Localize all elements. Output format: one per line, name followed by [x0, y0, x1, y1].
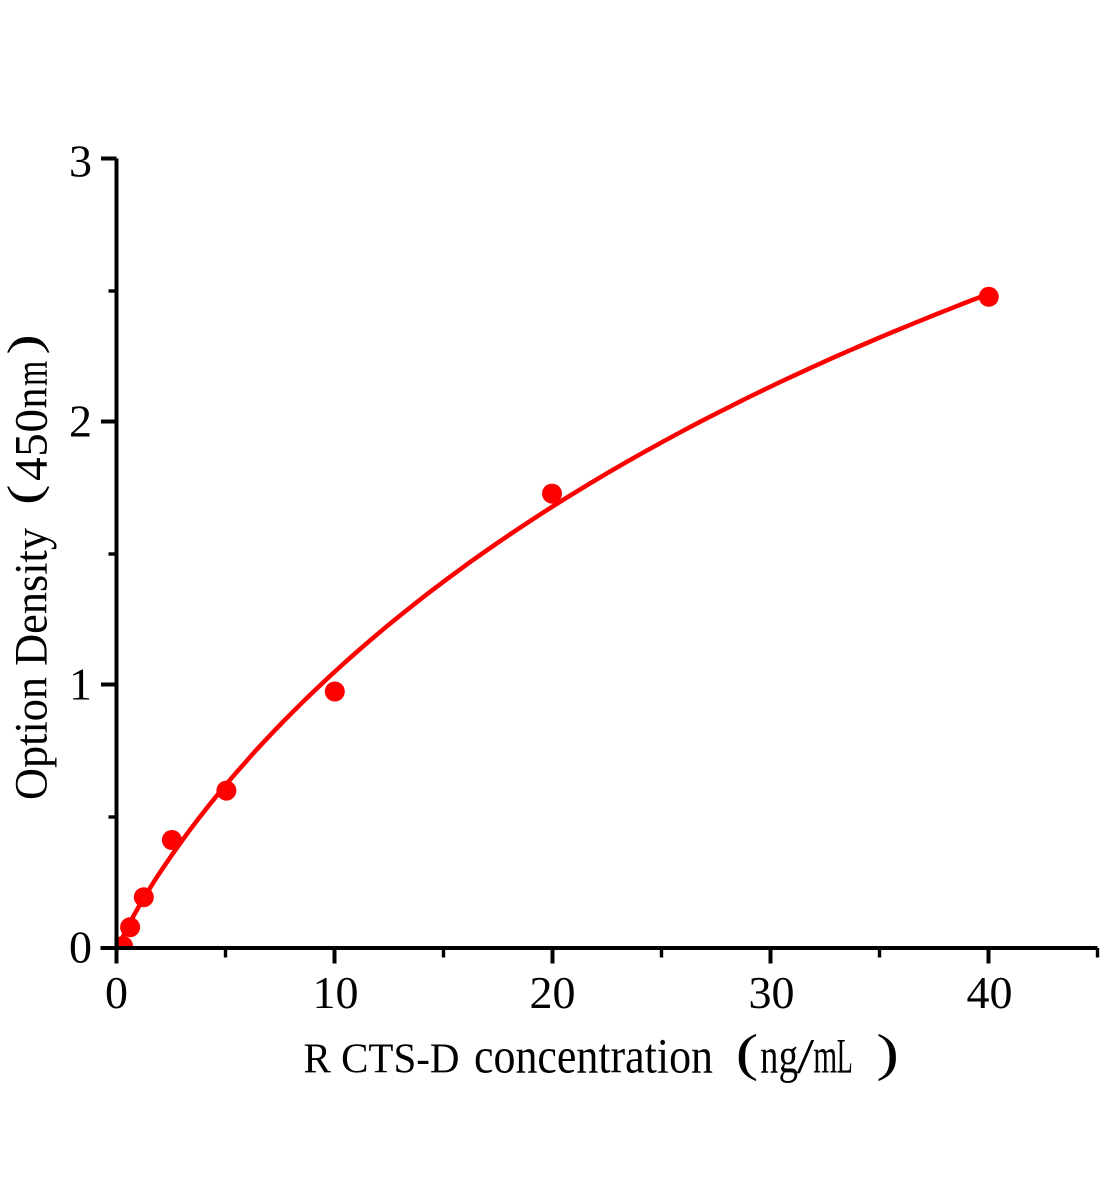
svg-text:20: 20 — [530, 967, 576, 1018]
svg-text:40: 40 — [967, 967, 1013, 1018]
svg-text:10: 10 — [313, 967, 359, 1018]
svg-text:g: g — [779, 1028, 799, 1084]
svg-text:m: m — [6, 361, 58, 386]
svg-text:2: 2 — [69, 396, 92, 447]
svg-text:m: m — [813, 1028, 837, 1084]
svg-text:0: 0 — [105, 967, 128, 1018]
svg-text:0: 0 — [69, 922, 92, 973]
svg-text:3: 3 — [69, 136, 92, 187]
svg-text:Option Density: Option Density — [6, 528, 58, 800]
svg-text:): ) — [0, 334, 50, 354]
svg-text:concentration: concentration — [474, 1028, 713, 1084]
svg-text:5: 5 — [6, 433, 58, 457]
svg-text:(: ( — [736, 1024, 759, 1082]
svg-text:n: n — [6, 388, 58, 409]
svg-text:R CTS-D: R CTS-D — [304, 1037, 460, 1083]
svg-text:1: 1 — [69, 659, 92, 710]
svg-text:): ) — [876, 1024, 899, 1082]
svg-text:L: L — [837, 1028, 853, 1084]
svg-text:/: / — [797, 1028, 815, 1084]
svg-text:30: 30 — [749, 967, 795, 1018]
svg-text:0: 0 — [6, 409, 58, 433]
svg-text:(: ( — [0, 485, 50, 505]
svg-text:4: 4 — [6, 457, 58, 481]
svg-text:n: n — [760, 1028, 778, 1084]
